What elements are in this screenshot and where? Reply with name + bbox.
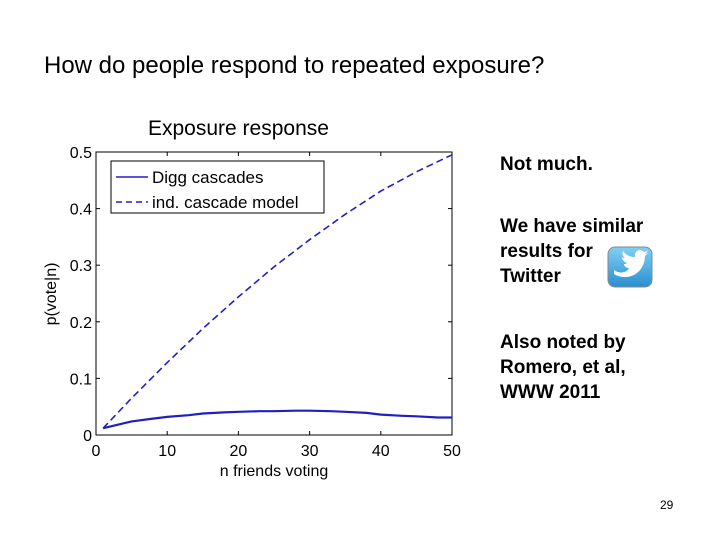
side-note-line: We have similar xyxy=(500,216,644,237)
y-tick-label: 0 xyxy=(83,428,92,445)
side-note-line: Not much. xyxy=(500,154,593,175)
y-tick-label: 0.5 xyxy=(70,145,92,162)
side-note-line: WWW 2011 xyxy=(500,382,601,403)
x-tick-label: 40 xyxy=(372,443,390,460)
legend-label: ind. cascade model xyxy=(152,193,298,212)
y-tick-label: 0.2 xyxy=(70,315,92,332)
legend-box xyxy=(110,160,325,214)
x-tick-label: 20 xyxy=(230,443,248,460)
side-note-twitter: We have similar results for Twitter xyxy=(500,214,643,289)
twitter-bird-icon xyxy=(607,246,653,288)
side-note-line: results for xyxy=(500,241,593,262)
chart-title: Exposure response xyxy=(148,117,329,140)
x-tick-label: 50 xyxy=(443,443,461,460)
y-tick-label: 0.4 xyxy=(70,202,92,219)
x-tick-label: 0 xyxy=(92,443,101,460)
side-note-line: Romero, et al, xyxy=(500,357,626,378)
series-line-ind-cascade-model xyxy=(102,154,453,429)
legend-label: Digg cascades xyxy=(152,168,264,187)
side-note-line: Also noted by xyxy=(500,332,626,353)
slide-title: How do people respond to repeated exposu… xyxy=(44,52,545,79)
y-tick-label: 0.1 xyxy=(70,371,92,388)
y-axis-label: p(vote|n) xyxy=(43,263,60,326)
y-tick-label: 0.3 xyxy=(70,258,92,275)
page-number: 29 xyxy=(660,498,674,512)
side-note-summary: Not much. xyxy=(500,152,593,177)
side-note-reference: Also noted by Romero, et al, WWW 2011 xyxy=(500,330,626,405)
series-line-digg-cascades xyxy=(102,409,452,430)
side-note-line: Twitter xyxy=(500,266,561,287)
x-tick-label: 30 xyxy=(301,443,319,460)
x-tick-label: 10 xyxy=(158,443,176,460)
x-axis-label: n friends voting xyxy=(220,463,329,480)
